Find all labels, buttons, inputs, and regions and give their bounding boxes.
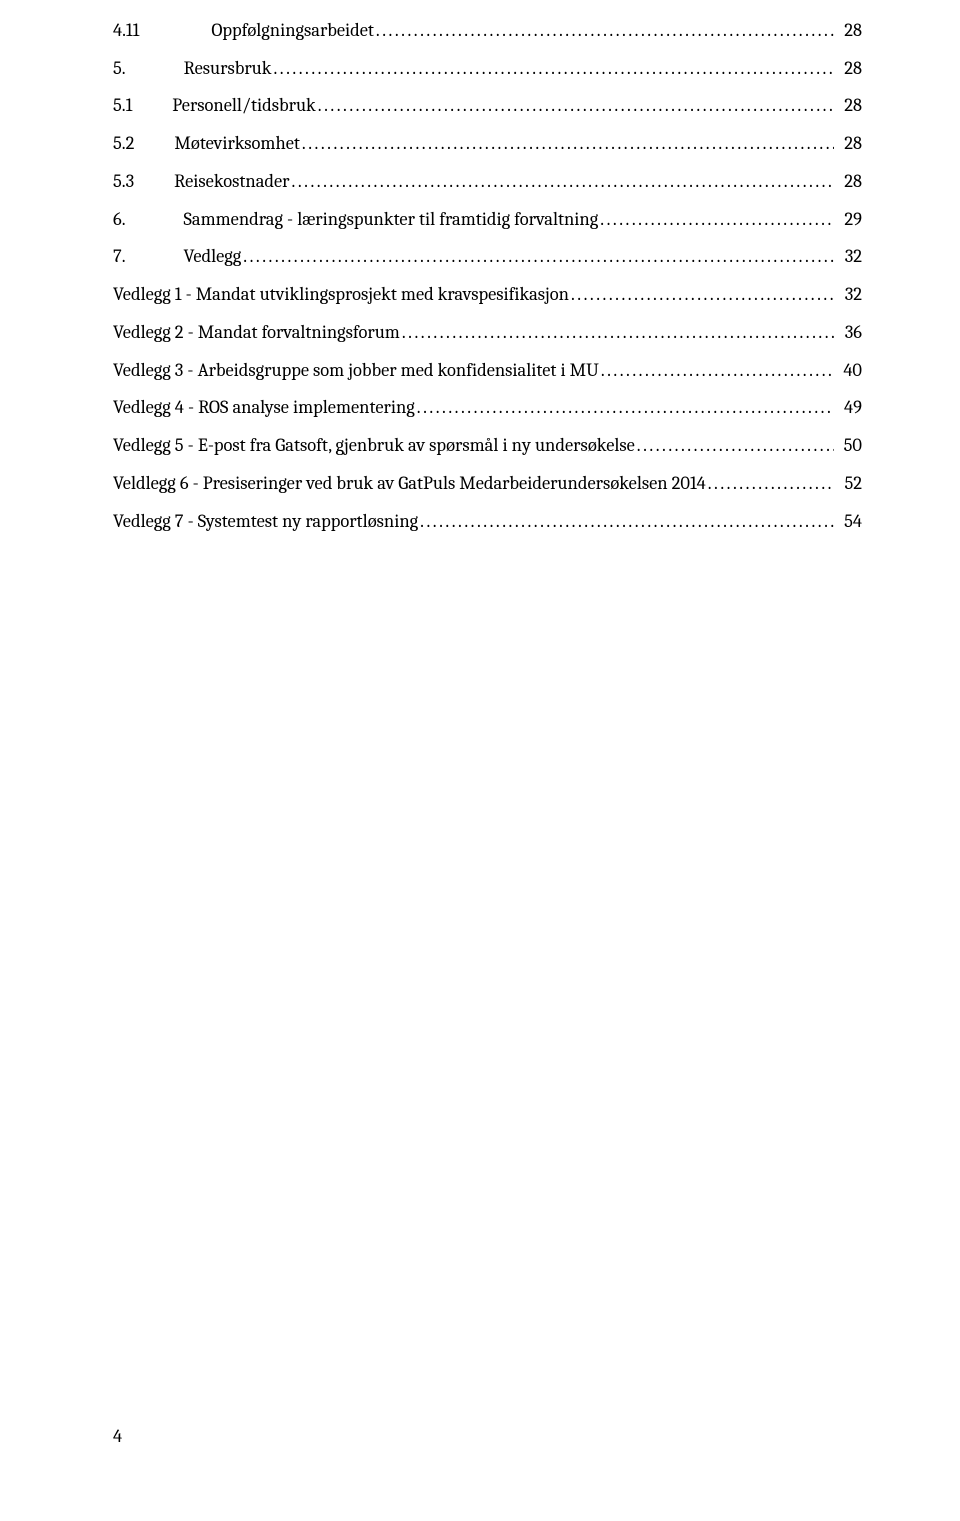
toc-entry: Vedlegg 3 - Arbeidsgruppe som jobber med… [113, 352, 862, 390]
toc-entry-title: Vedlegg [184, 245, 242, 267]
toc-entry-title: Vedlegg 1 - Mandat utviklingsprosjekt me… [113, 283, 569, 305]
toc-entry-title: Møtevirksomhet [174, 132, 300, 154]
toc-entry-number: 5.3 [113, 163, 134, 201]
toc-entry-title: Personell/tidsbruk [172, 94, 315, 116]
toc-leader-dots [601, 352, 834, 390]
toc-leader-dots [273, 50, 834, 88]
toc-entry-title: Vedlegg 5 - E-post fra Gatsoft, gjenbruk… [113, 434, 635, 456]
toc-leader-dots [402, 314, 834, 352]
toc-entry-label: 5.1 Personell/tidsbruk [113, 87, 316, 125]
toc-entry: 5.2 Møtevirksomhet 28 [113, 125, 862, 163]
toc-entry-number: 4.11 [113, 12, 139, 50]
toc-entry: Vedlegg 1 - Mandat utviklingsprosjekt me… [113, 276, 862, 314]
toc-leader-dots [600, 201, 834, 239]
toc-entry-page: 28 [836, 12, 862, 50]
toc-entry-label: 7. Vedlegg [113, 238, 241, 276]
toc-entry-page: 32 [836, 238, 862, 276]
toc-entry-title: Sammendrag - læringspunkter til framtidi… [184, 208, 599, 230]
table-of-contents: 4.11 Oppfølgningsarbeidet 28 5. Resursbruk 28… [113, 12, 862, 540]
toc-leader-dots [302, 125, 834, 163]
toc-entry-page: 50 [836, 427, 862, 465]
toc-entry: 6. Sammendrag - læringspunkter til framti… [113, 201, 862, 239]
toc-entry-label: 4.11 Oppfølgningsarbeidet [113, 12, 374, 50]
toc-leader-dots [243, 238, 834, 276]
toc-leader-dots [292, 163, 834, 201]
toc-entry: 5. Resursbruk 28 [113, 50, 862, 88]
toc-entry-number: 7. [113, 238, 126, 276]
toc-entry-page: 28 [836, 125, 862, 163]
toc-leader-dots [417, 389, 834, 427]
toc-entry-page: 28 [836, 87, 862, 125]
toc-entry-label: Vedlegg 1 - Mandat utviklingsprosjekt me… [113, 276, 569, 314]
toc-entry-page: 32 [836, 276, 862, 314]
toc-entry-label: Vedlegg 7 - Systemtest ny rapportløsning [113, 503, 418, 541]
toc-entry-title: Vedlegg 7 - Systemtest ny rapportløsning [113, 510, 418, 532]
toc-entry-label: Veldlegg 6 - Presiseringer ved bruk av G… [113, 465, 706, 503]
toc-entry-title: Oppfølgningsarbeidet [211, 19, 374, 41]
toc-entry-label: 5. Resursbruk [113, 50, 271, 88]
toc-entry: Vedlegg 2 - Mandat forvaltningsforum 36 [113, 314, 862, 352]
toc-entry-title: Vedlegg 2 - Mandat forvaltningsforum [113, 321, 400, 343]
toc-entry: Vedlegg 4 - ROS analyse implementering 49 [113, 389, 862, 427]
toc-entry: Veldlegg 6 - Presiseringer ved bruk av G… [113, 465, 862, 503]
toc-entry-label: Vedlegg 3 - Arbeidsgruppe som jobber med… [113, 352, 599, 390]
toc-entry-title: Vedlegg 4 - ROS analyse implementering [113, 396, 415, 418]
toc-entry-page: 29 [836, 201, 862, 239]
toc-entry: 5.3 Reisekostnader 28 [113, 163, 862, 201]
toc-entry: 4.11 Oppfølgningsarbeidet 28 [113, 12, 862, 50]
toc-entry-page: 54 [836, 503, 862, 541]
toc-entry-label: 5.3 Reisekostnader [113, 163, 290, 201]
toc-leader-dots [376, 12, 834, 50]
toc-leader-dots [637, 427, 834, 465]
toc-entry-number: 5.1 [113, 87, 132, 125]
toc-entry-title: Veldlegg 6 - Presiseringer ved bruk av G… [113, 472, 706, 494]
toc-entry-label: 6. Sammendrag - læringspunkter til framti… [113, 201, 598, 239]
toc-entry: Vedlegg 7 - Systemtest ny rapportløsning… [113, 503, 862, 541]
toc-leader-dots [318, 87, 834, 125]
document-page: 4.11 Oppfølgningsarbeidet 28 5. Resursbruk 28… [0, 0, 960, 1521]
toc-entry-page: 40 [836, 352, 862, 390]
toc-entry: 5.1 Personell/tidsbruk 28 [113, 87, 862, 125]
toc-entry-number: 5. [113, 50, 126, 88]
toc-entry-label: Vedlegg 5 - E-post fra Gatsoft, gjenbruk… [113, 427, 635, 465]
toc-entry-label: 5.2 Møtevirksomhet [113, 125, 300, 163]
toc-entry-label: Vedlegg 2 - Mandat forvaltningsforum [113, 314, 400, 352]
toc-entry-title: Reisekostnader [174, 170, 289, 192]
toc-entry: 7. Vedlegg 32 [113, 238, 862, 276]
toc-entry-title: Resursbruk [184, 57, 272, 79]
toc-entry-title: Vedlegg 3 - Arbeidsgruppe som jobber med… [113, 359, 599, 381]
toc-leader-dots [571, 276, 834, 314]
toc-entry-number: 5.2 [113, 125, 134, 163]
toc-entry-page: 28 [836, 163, 862, 201]
toc-leader-dots [708, 465, 834, 503]
toc-entry-page: 49 [836, 389, 862, 427]
page-number: 4 [113, 1425, 122, 1447]
toc-leader-dots [420, 503, 834, 541]
toc-entry-page: 28 [836, 50, 862, 88]
toc-entry-page: 52 [836, 465, 862, 503]
toc-entry-number: 6. [113, 201, 126, 239]
toc-entry-page: 36 [836, 314, 862, 352]
toc-entry-label: Vedlegg 4 - ROS analyse implementering [113, 389, 415, 427]
toc-entry: Vedlegg 5 - E-post fra Gatsoft, gjenbruk… [113, 427, 862, 465]
